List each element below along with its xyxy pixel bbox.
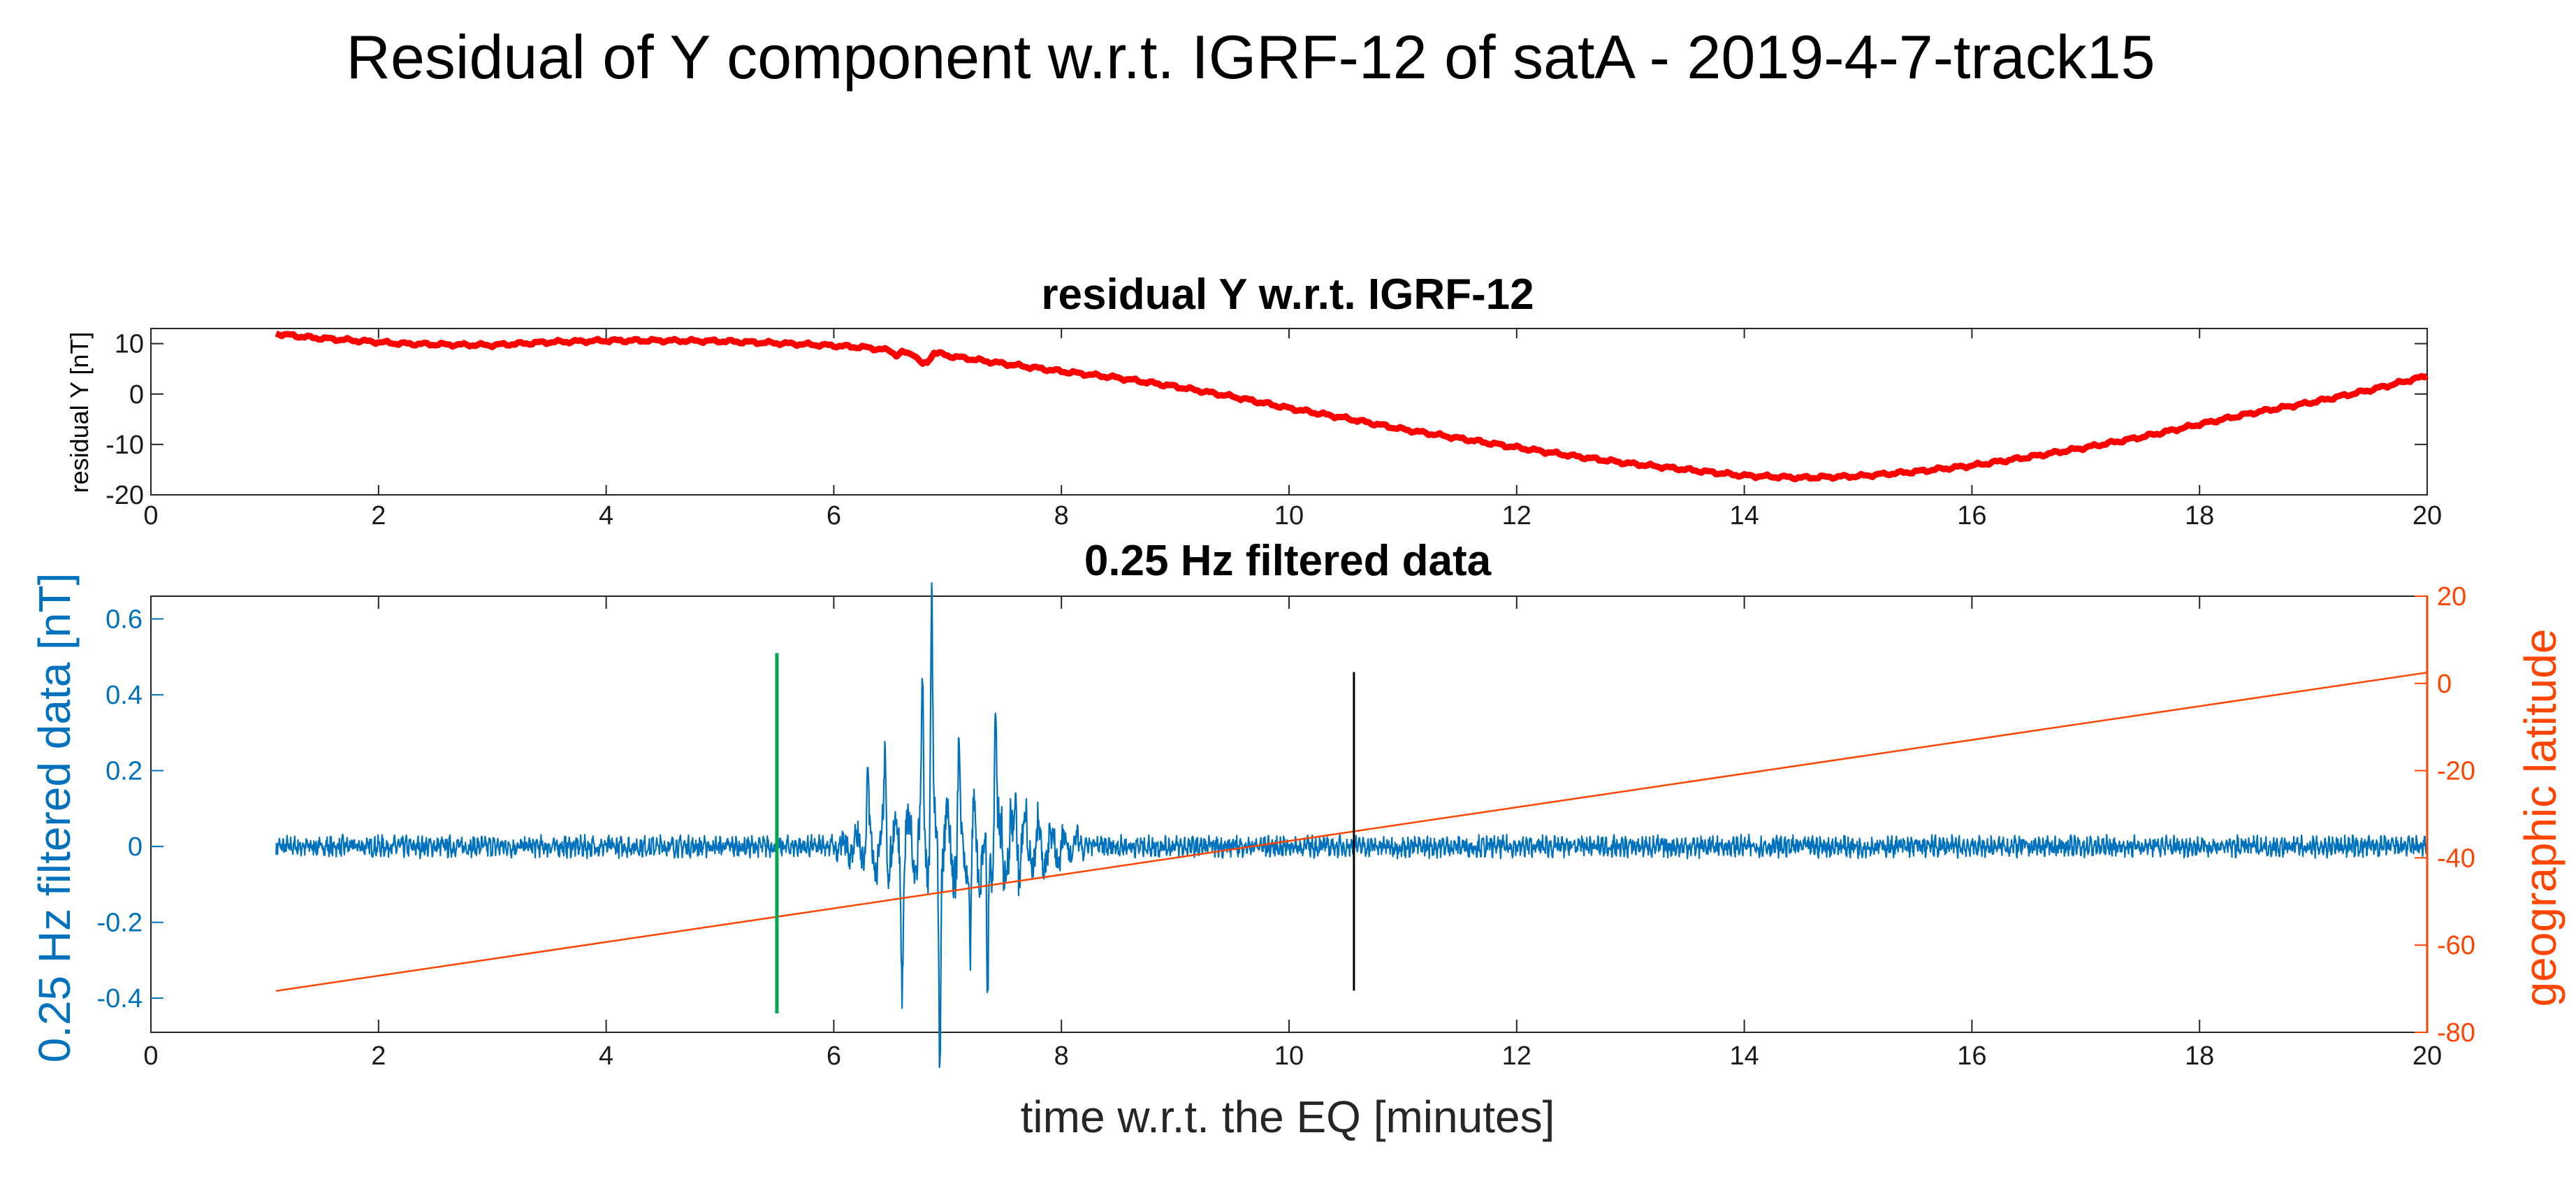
x-axis-label: time w.r.t. the EQ [minutes] <box>1021 1092 1555 1142</box>
filtered-left-y-tick-label: -0.2 <box>97 909 143 938</box>
residual-y-line <box>275 331 2429 483</box>
filtered-x-tick-label: 12 <box>1502 1041 1531 1071</box>
filtered-panel-title: 0.25 Hz filtered data <box>1084 537 1492 585</box>
residual-x-tick-label: 12 <box>1502 501 1531 530</box>
residual-y-tick-label: -10 <box>105 431 144 460</box>
filtered-right-y-tick-label: 20 <box>2437 582 2466 612</box>
filtered-left-y-tick-label: -0.4 <box>97 984 143 1013</box>
filtered-x-tick-label: 14 <box>1729 1041 1759 1071</box>
filtered-left-y-tick-label: 0.6 <box>105 605 143 635</box>
residual-panel-title: residual Y w.r.t. IGRF-12 <box>1041 270 1534 319</box>
filtered-right-y-tick-label: -60 <box>2437 931 2475 960</box>
filtered-left-y-tick-label: 0.4 <box>105 681 143 710</box>
filtered-left-y-tick-label: 0.2 <box>105 757 143 786</box>
filtered-left-y-ticks: -0.4 -0.2 0 0.2 0.4 0.6 <box>97 605 163 1013</box>
filtered-right-y-tick-label: -40 <box>2437 844 2475 873</box>
filtered-x-tick-label: 8 <box>1054 1041 1069 1071</box>
filtered-data-line <box>275 582 2428 1069</box>
residual-x-tick-label: 14 <box>1729 501 1759 530</box>
filtered-x-tick-label: 6 <box>827 1041 841 1071</box>
filtered-right-y-tick-label: -20 <box>2437 757 2475 786</box>
filtered-right-y-tick-label: 0 <box>2437 670 2452 699</box>
residual-y-tick-label: 10 <box>115 330 144 359</box>
residual-x-tick-label: 4 <box>599 501 613 530</box>
residual-x-tick-label: 6 <box>827 501 841 530</box>
residual-x-tick-label: 8 <box>1054 501 1069 530</box>
residual-x-tick-label: 18 <box>2185 501 2214 530</box>
residual-y-tick-label: 0 <box>129 380 144 410</box>
filtered-x-tick-label: 2 <box>371 1041 386 1071</box>
residual-series <box>275 331 2429 483</box>
residual-y-tick-label: -20 <box>105 481 144 510</box>
filtered-x-tick-label: 4 <box>599 1041 613 1071</box>
residual-axes-box <box>150 328 2428 496</box>
residual-x-tick-label: 10 <box>1274 501 1304 530</box>
residual-x-tick-label: 0 <box>143 501 158 530</box>
residual-panel: residual Y w.r.t. IGRF-12 0 2 4 6 8 10 12 14 16 1… <box>65 270 2442 530</box>
filtered-panel: 0.25 Hz filtered data 0 2 4 6 8 10 12 14 16 18 20 … <box>29 537 2566 1142</box>
filtered-x-tick-label: 16 <box>1957 1041 1986 1071</box>
right-y-axis-label: geographic latitude <box>2515 629 2566 1007</box>
residual-x-ticks: 0 2 4 6 8 10 12 14 16 18 20 <box>143 328 2442 530</box>
filtered-x-tick-label: 10 <box>1274 1041 1304 1071</box>
figure-suptitle: Residual of Y component w.r.t. IGRF-12 o… <box>346 22 2155 92</box>
residual-y-ticks: -20 -10 0 10 <box>105 330 2427 510</box>
residual-x-tick-label: 16 <box>1957 501 1986 530</box>
filtered-x-tick-label: 0 <box>143 1041 158 1071</box>
latitude-line <box>276 671 2428 992</box>
filtered-right-y-ticks: -80 -60 -40 -20 0 20 <box>2415 582 2475 1048</box>
filtered-axes-box <box>150 595 2428 1033</box>
residual-x-tick-label: 2 <box>371 501 386 530</box>
filtered-series <box>275 582 2428 1069</box>
filtered-right-y-tick-label: -80 <box>2437 1018 2475 1048</box>
filtered-x-tick-label: 18 <box>2185 1041 2214 1071</box>
filtered-left-y-tick-label: 0 <box>128 832 143 862</box>
filtered-x-ticks: 0 2 4 6 8 10 12 14 16 18 20 <box>143 596 2442 1071</box>
filtered-x-tick-label: 20 <box>2413 1041 2442 1071</box>
left-y-axis-label: 0.25 Hz filtered data [nT] <box>29 573 80 1063</box>
residual-y-axis-label: residual Y [nT] <box>65 332 94 493</box>
residual-x-tick-label: 20 <box>2413 501 2442 530</box>
